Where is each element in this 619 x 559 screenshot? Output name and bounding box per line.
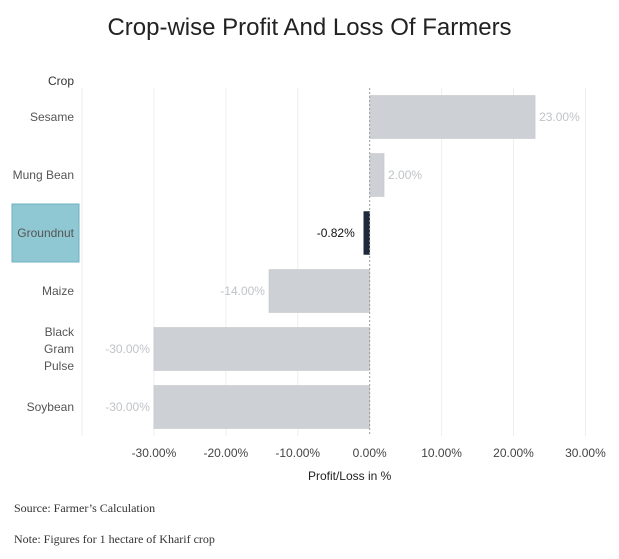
data-label-3: -14.00% xyxy=(220,284,265,298)
row-header: Crop xyxy=(48,74,75,88)
data-label-1: 2.00% xyxy=(388,168,422,182)
x-tick-label-5: 20.00% xyxy=(493,446,534,460)
bar-2 xyxy=(363,211,370,255)
data-label-2: -0.82% xyxy=(317,226,355,240)
bar-chart: Sesame 23.00% Mung Bean 2.00% Groundnut -0.82… xyxy=(11,88,606,483)
category-label-3-0: Maize xyxy=(42,284,74,298)
figures-note: Note: Figures for 1 hectare of Kharif cr… xyxy=(14,532,215,546)
row-highlight-2 xyxy=(11,203,80,263)
x-tick-label-4: 10.00% xyxy=(421,446,462,460)
bar-4 xyxy=(153,327,370,371)
category-label-5-0: Soybean xyxy=(27,400,74,414)
data-label-4: -30.00% xyxy=(105,342,150,356)
x-tick-label-3: 0.00% xyxy=(353,446,387,460)
category-label-4-0: Black xyxy=(45,325,75,339)
chart-title: Crop-wise Profit And Loss Of Farmers xyxy=(107,14,512,41)
category-label-0-0: Sesame xyxy=(30,110,74,124)
x-axis-title: Profit/Loss in % xyxy=(308,469,392,483)
bar-1 xyxy=(369,153,385,197)
category-label-2-0: Groundnut xyxy=(17,226,74,240)
x-tick-label-1: -20.00% xyxy=(203,446,248,460)
category-label-1-0: Mung Bean xyxy=(13,168,74,182)
x-tick-label-0: -30.00% xyxy=(132,446,177,460)
category-label-4-2: Pulse xyxy=(44,359,74,373)
bar-5 xyxy=(153,385,370,429)
bar-0 xyxy=(369,95,536,139)
x-tick-label-6: 30.00% xyxy=(565,446,606,460)
data-label-5: -30.00% xyxy=(105,400,150,414)
bar-3 xyxy=(268,269,370,313)
data-label-0: 23.00% xyxy=(539,110,580,124)
source-note: Source: Farmer’s Calculation xyxy=(14,501,156,515)
category-label-4-1: Gram xyxy=(44,342,74,356)
x-tick-label-2: -10.00% xyxy=(275,446,320,460)
